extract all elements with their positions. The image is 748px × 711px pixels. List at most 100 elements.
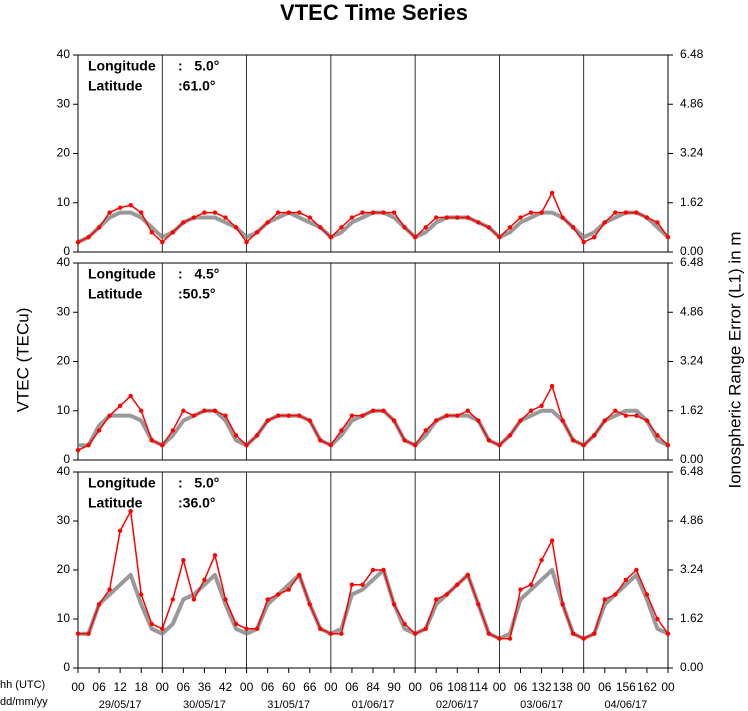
- vtec-point: [486, 438, 492, 443]
- vtec-point: [286, 210, 291, 215]
- x-tick-label: 06: [92, 680, 106, 694]
- vtec-point: [381, 210, 386, 215]
- vtec-point: [223, 597, 228, 602]
- y2-tick-label: 3.24: [680, 562, 704, 576]
- vtec-point: [265, 220, 270, 225]
- vtec-point: [149, 438, 154, 443]
- vtec-point: [655, 220, 660, 225]
- vtec-point: [444, 215, 449, 220]
- x-tick-label: 00: [577, 680, 591, 694]
- vtec-point: [423, 428, 428, 433]
- vtec-point: [497, 443, 502, 448]
- vtec-point: [539, 210, 544, 215]
- vtec-point: [307, 418, 312, 423]
- vtec-point: [549, 383, 555, 389]
- y-tick-label: 20: [57, 562, 71, 576]
- annotation-value: : 5.0°: [178, 58, 219, 74]
- y-tick-label: 20: [57, 146, 71, 160]
- vtec-point: [170, 428, 176, 433]
- vtec-point: [581, 443, 586, 448]
- vtec-point: [402, 225, 407, 230]
- y-tick-label: 30: [57, 96, 71, 110]
- y2-tick-label: 6.48: [680, 255, 704, 269]
- vtec-point: [328, 235, 334, 240]
- vtec-point: [665, 443, 671, 448]
- vtec-point: [539, 403, 544, 409]
- vtec-point: [539, 558, 544, 563]
- vtec-point: [623, 577, 629, 582]
- annotation-value: :36.0°: [178, 495, 216, 511]
- vtec-point: [349, 413, 355, 418]
- y-tick-label: 10: [57, 611, 71, 625]
- vtec-point: [149, 230, 154, 235]
- vtec-line: [77, 385, 669, 451]
- vtec-point: [518, 587, 523, 592]
- vtec-point: [412, 235, 418, 240]
- vtec-point: [139, 210, 144, 215]
- vtec-point: [570, 631, 576, 636]
- y2-tick-label: 4.86: [680, 513, 704, 527]
- vtec-point: [202, 210, 207, 215]
- vtec-point: [412, 631, 418, 636]
- vtec-point: [96, 428, 102, 433]
- x-tick-label: 162: [637, 680, 657, 694]
- vtec-point: [391, 602, 397, 607]
- vtec-point: [507, 433, 513, 438]
- vtec-point: [254, 626, 260, 631]
- vtec-point: [613, 408, 618, 413]
- vtec-point: [191, 413, 197, 418]
- annotation-label: Latitude: [88, 78, 143, 94]
- vtec-point: [265, 597, 270, 602]
- vtec-point: [592, 235, 597, 240]
- vtec-point: [486, 631, 492, 636]
- vtec-point: [434, 597, 439, 602]
- vtec-point: [128, 509, 133, 514]
- x-tick-label: 18: [135, 680, 149, 694]
- annotation-value: : 4.5°: [178, 266, 219, 282]
- vtec-point: [634, 567, 639, 573]
- vtec-point: [455, 582, 460, 587]
- vtec-point: [592, 631, 597, 636]
- vtec-point: [191, 597, 197, 602]
- y-tick-label: 10: [57, 195, 71, 209]
- vtec-point: [117, 403, 123, 409]
- vtec-point: [455, 215, 460, 220]
- vtec-point: [318, 438, 323, 443]
- date-label: 03/06/17: [520, 699, 563, 711]
- vtec-point: [212, 553, 218, 558]
- x-tick-label: 06: [345, 680, 359, 694]
- vtec-point: [286, 413, 291, 418]
- x-tick-label: 12: [113, 680, 127, 694]
- vtec-point: [160, 443, 165, 448]
- vtec-point: [412, 443, 418, 448]
- vtec-point: [328, 631, 334, 636]
- y2-tick-label: 6.48: [680, 47, 704, 61]
- y2-tick-label: 3.24: [680, 354, 704, 368]
- vtec-point: [497, 235, 502, 240]
- x-tick-label: 00: [71, 680, 85, 694]
- y2-tick-label: 0.00: [680, 660, 704, 674]
- vtec-point: [139, 592, 144, 597]
- vtec-point: [307, 602, 312, 607]
- y-tick-label: 20: [57, 354, 71, 368]
- vtec-point: [275, 413, 281, 418]
- y2-tick-label: 6.48: [680, 464, 704, 478]
- x-tick-label: 60: [282, 680, 296, 694]
- annotation-label: Longitude: [88, 475, 156, 491]
- y-tick-label: 30: [57, 304, 71, 318]
- x-tick-label: 06: [430, 680, 444, 694]
- vtec-point: [655, 433, 660, 438]
- x-tick-label: 06: [261, 680, 275, 694]
- vtec-point: [96, 225, 102, 230]
- x-tick-label: 00: [493, 680, 507, 694]
- vtec-point: [465, 215, 471, 220]
- vtec-point: [634, 413, 639, 418]
- x-tick-label: 132: [532, 680, 552, 694]
- vtec-point: [149, 621, 154, 627]
- vtec-point: [202, 408, 207, 413]
- vtec-point: [644, 215, 650, 220]
- vtec-point: [476, 602, 481, 607]
- x-tick-label: 00: [661, 680, 675, 694]
- x-tick-label: 00: [408, 680, 422, 694]
